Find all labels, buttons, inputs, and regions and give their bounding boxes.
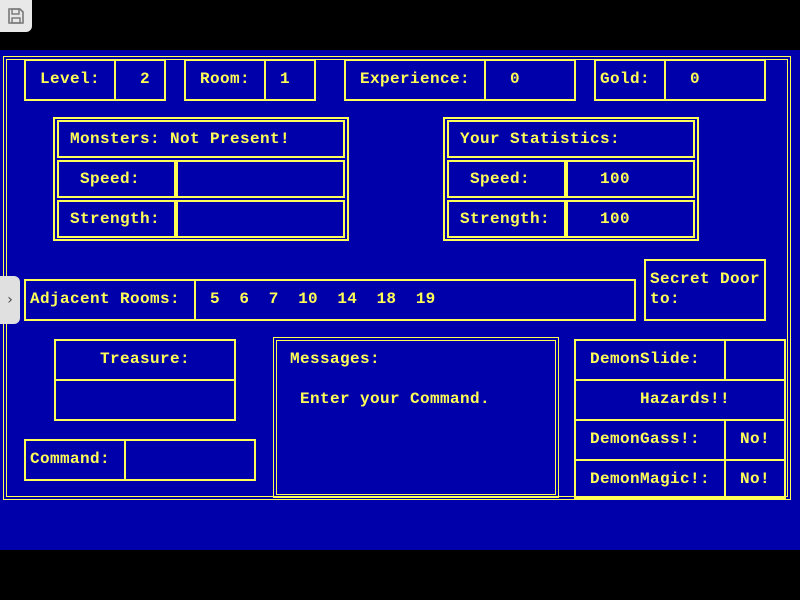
stats-speed-label: Speed: [470, 170, 531, 188]
hazards-title: Hazards!! [640, 390, 731, 408]
demongass-value: No! [740, 430, 771, 448]
gold-label: Gold: [600, 70, 651, 88]
treasure-value-box [54, 379, 236, 421]
demonslide-value-box [724, 339, 786, 381]
stats-panel [443, 117, 699, 241]
adjacent-rooms-label: Adjacent Rooms: [30, 290, 181, 308]
experience-value-box [484, 59, 576, 101]
side-panel-toggle[interactable]: › [0, 276, 20, 324]
monster-speed-cell [57, 160, 176, 198]
adjacent-rooms-value-box [194, 279, 636, 321]
stats-speed-value-cell [566, 160, 695, 198]
game-screen: Level: 2 Room: 1 Experience: 0 Gold: 0 M… [0, 50, 800, 550]
monsters-title: Monsters: Not Present! [70, 130, 291, 148]
stats-strength-cell [447, 200, 566, 238]
messages-label: Messages: [290, 350, 381, 368]
experience-label: Experience: [360, 70, 471, 88]
gold-value-box [664, 59, 766, 101]
room-value: 1 [280, 70, 291, 88]
level-value: 2 [140, 70, 151, 88]
monster-strength-cell [57, 200, 176, 238]
room-value-box [264, 59, 316, 101]
command-label: Command: [30, 450, 111, 468]
stats-strength-value-cell [566, 200, 695, 238]
demonmagic-label: DemonMagic!: [590, 470, 711, 488]
monsters-title-cell [57, 120, 345, 158]
level-label: Level: [40, 70, 101, 88]
save-button[interactable] [0, 0, 32, 32]
messages-panel [273, 337, 559, 498]
monster-strength-value-cell [176, 200, 345, 238]
monsters-panel [53, 117, 349, 241]
experience-value: 0 [510, 70, 521, 88]
treasure-label: Treasure: [100, 350, 191, 368]
stats-title-cell [447, 120, 695, 158]
monster-speed-label: Speed: [80, 170, 141, 188]
level-value-box [114, 59, 166, 101]
command-input[interactable] [124, 439, 256, 481]
demonmagic-value: No! [740, 470, 771, 488]
stats-speed-cell [447, 160, 566, 198]
adjacent-rooms-list: 5 6 7 10 14 18 19 [210, 290, 436, 308]
monster-strength-label: Strength: [70, 210, 161, 228]
floppy-disk-icon [8, 8, 24, 24]
stats-strength-value: 100 [600, 210, 631, 228]
secret-door-box [644, 259, 766, 321]
room-label: Room: [200, 70, 251, 88]
secret-door-label: Secret Door to: [650, 270, 761, 308]
demongass-label: DemonGass!: [590, 430, 701, 448]
monster-speed-value-cell [176, 160, 345, 198]
stats-title: Your Statistics: [460, 130, 621, 148]
stats-speed-value: 100 [600, 170, 631, 188]
stats-strength-label: Strength: [460, 210, 551, 228]
gold-value: 0 [690, 70, 701, 88]
chevron-right-icon: › [7, 292, 13, 308]
demonmagic-value-box [724, 459, 786, 499]
messages-text: Enter your Command. [300, 390, 491, 408]
demonslide-label: DemonSlide: [590, 350, 701, 368]
